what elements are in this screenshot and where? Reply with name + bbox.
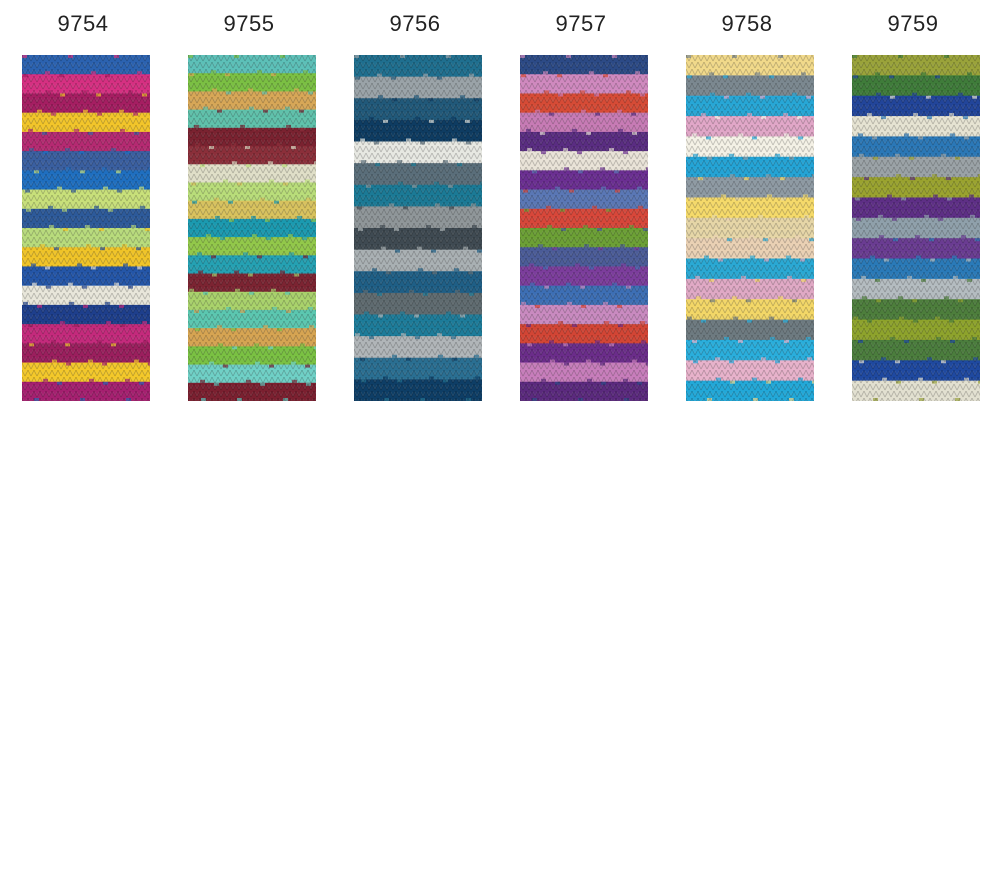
yarn-sample-image: [852, 55, 980, 401]
knit-pattern: [686, 55, 814, 401]
knit-pattern: [354, 55, 482, 401]
swatch-card[interactable]: 9755: [166, 0, 332, 410]
swatch-code-label: 9757: [555, 11, 607, 36]
swatch-card[interactable]: 9754: [0, 0, 166, 410]
swatch-card[interactable]: 9756: [332, 0, 498, 410]
swatch-card[interactable]: 9757: [498, 0, 664, 410]
swatch-code-label: 9755: [223, 11, 275, 36]
knit-pattern: [22, 55, 150, 401]
swatch-grid: 9754 9755 9756 9757 9758 9759: [0, 0, 1000, 420]
knit-texture: [686, 55, 814, 401]
yarn-sample-image: [686, 55, 814, 401]
knit-texture: [852, 55, 980, 401]
swatch-card[interactable]: 9759: [830, 0, 996, 410]
knit-texture: [520, 55, 648, 401]
swatch-code-label: 9759: [887, 11, 939, 36]
yarn-sample-image: [22, 55, 150, 401]
yarn-sample-image: [520, 55, 648, 401]
swatch-code-label: 9756: [389, 11, 441, 36]
yarn-sample-image: [188, 55, 316, 401]
swatch-card[interactable]: 9758: [664, 0, 830, 410]
knit-pattern: [520, 55, 648, 401]
knit-pattern: [188, 55, 316, 401]
knit-texture: [188, 55, 316, 401]
knit-texture: [354, 55, 482, 401]
swatch-code-label: 9754: [57, 11, 109, 36]
yarn-sample-image: [354, 55, 482, 401]
knit-texture: [22, 55, 150, 401]
knit-pattern: [852, 55, 980, 401]
swatch-code-label: 9758: [721, 11, 773, 36]
